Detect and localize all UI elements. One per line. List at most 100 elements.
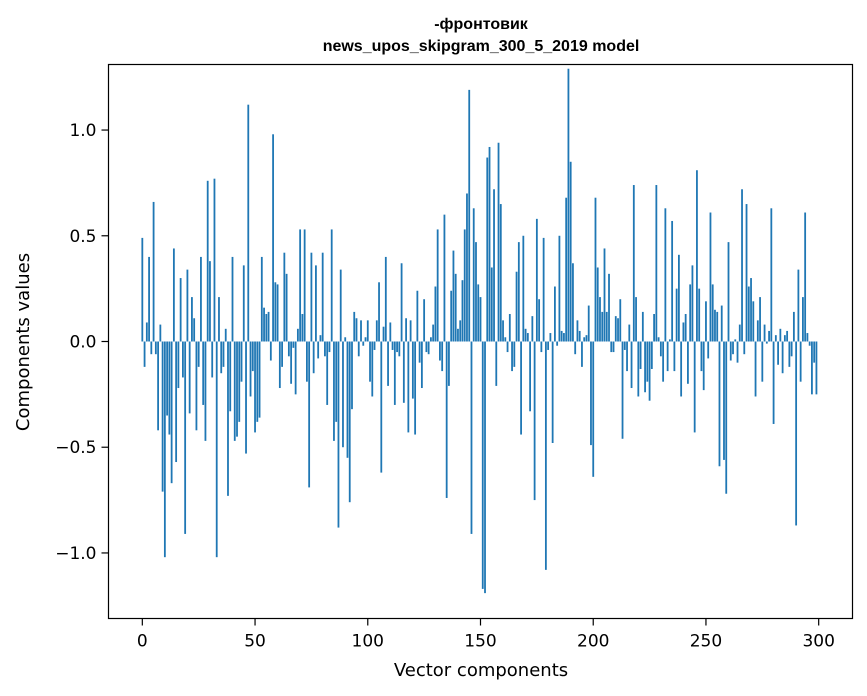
bar-13 <box>170 341 173 484</box>
bar-240 <box>682 322 685 342</box>
bar-268 <box>745 204 748 342</box>
bar-27 <box>202 341 205 405</box>
bar-163 <box>508 314 511 342</box>
bar-299 <box>815 341 818 395</box>
bar-203 <box>599 297 601 342</box>
bar-170 <box>524 328 527 342</box>
bar-80 <box>321 252 324 342</box>
bar-264 <box>736 341 739 363</box>
bar-177 <box>540 341 543 353</box>
bar-66 <box>290 341 293 384</box>
bar-37 <box>224 328 227 342</box>
bar-103 <box>373 341 376 350</box>
bar-65 <box>287 341 290 357</box>
bar-97 <box>360 320 362 342</box>
bar-147 <box>472 208 475 342</box>
bar-224 <box>646 341 649 382</box>
bar-43 <box>238 341 241 422</box>
plot-frame <box>107 63 854 620</box>
bar-39 <box>229 341 232 412</box>
bar-123 <box>418 341 421 363</box>
bar-64 <box>285 273 288 342</box>
bar-239 <box>680 341 683 397</box>
bar-192 <box>574 341 577 355</box>
bar-88 <box>339 269 342 342</box>
bar-191 <box>572 263 574 342</box>
bar-91 <box>346 341 349 458</box>
bar-111 <box>391 341 394 350</box>
bar-78 <box>317 341 320 359</box>
bar-253 <box>711 284 714 342</box>
bar-200 <box>592 341 595 477</box>
bar-270 <box>750 278 752 342</box>
bar-74 <box>308 341 311 488</box>
bar-255 <box>716 311 719 342</box>
bar-132 <box>439 341 441 361</box>
bar-89 <box>342 341 344 448</box>
bar-225 <box>648 341 651 401</box>
bar-154 <box>488 146 491 342</box>
bar-230 <box>659 341 662 357</box>
bar-282 <box>777 341 779 365</box>
bar-237 <box>675 288 678 342</box>
bar-245 <box>693 341 696 433</box>
bar-73 <box>306 341 308 382</box>
bar-250 <box>705 301 707 342</box>
bar-133 <box>441 341 444 372</box>
bar-182 <box>551 341 554 443</box>
bar-296 <box>808 341 811 346</box>
bar-220 <box>637 341 640 397</box>
bar-84 <box>330 229 333 342</box>
bar-95 <box>355 318 358 342</box>
bar-167 <box>517 242 520 342</box>
bar-24 <box>195 341 198 431</box>
bar-101 <box>369 341 371 382</box>
bars-group <box>141 68 818 594</box>
bar-280 <box>772 341 775 424</box>
bar-127 <box>427 341 430 355</box>
bar-110 <box>389 322 392 342</box>
bar-199 <box>590 341 592 446</box>
x-tick-label: 200 <box>577 632 609 652</box>
y-tick-label: −1.0 <box>55 544 96 564</box>
bar-227 <box>653 314 655 342</box>
bar-159 <box>499 204 502 342</box>
bar-94 <box>353 311 356 342</box>
bar-56 <box>267 311 270 342</box>
bar-161 <box>504 337 507 342</box>
bar-142 <box>461 280 464 342</box>
bar-92 <box>348 341 351 503</box>
bar-19 <box>184 341 187 534</box>
bar-31 <box>211 341 214 378</box>
bar-178 <box>542 237 545 342</box>
bar-15 <box>175 341 178 463</box>
bar-50 <box>254 341 256 433</box>
bar-100 <box>366 320 369 342</box>
bar-57 <box>269 341 272 361</box>
bar-190 <box>569 161 572 342</box>
bar-263 <box>734 339 737 342</box>
x-tick-label: 150 <box>464 632 496 652</box>
bar-146 <box>470 341 473 534</box>
bar-171 <box>526 333 529 342</box>
x-tick-label: 250 <box>690 632 722 652</box>
bar-157 <box>495 341 498 386</box>
bar-124 <box>420 341 423 389</box>
bar-3 <box>148 256 150 342</box>
bar-17 <box>179 278 182 342</box>
bar-187 <box>563 333 565 342</box>
bar-52 <box>258 341 261 418</box>
y-tick-label: 0.0 <box>69 333 96 353</box>
bar-109 <box>387 341 389 386</box>
bar-136 <box>448 341 450 386</box>
bar-176 <box>538 299 541 342</box>
bar-134 <box>443 214 446 342</box>
bar-140 <box>457 328 459 342</box>
bar-254 <box>714 309 716 342</box>
bar-2 <box>145 322 148 342</box>
bar-158 <box>497 142 500 342</box>
bar-44 <box>240 341 243 382</box>
bar-287 <box>788 341 791 367</box>
bar-76 <box>312 341 315 374</box>
bar-231 <box>662 341 665 382</box>
